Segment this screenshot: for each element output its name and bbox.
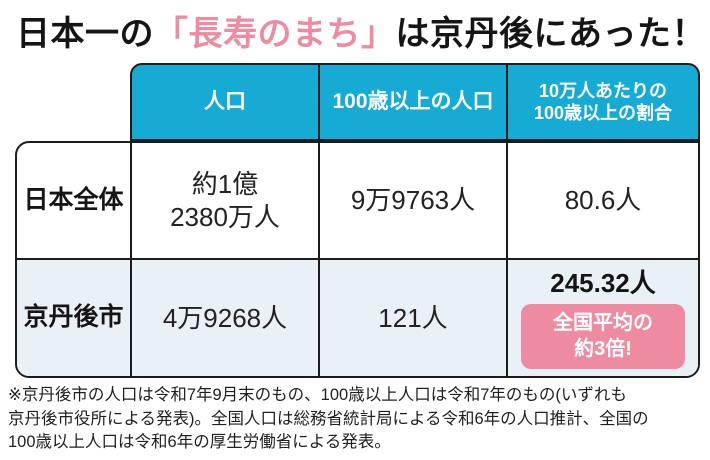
column-header-centenarians-label: 100歳以上の人口 — [332, 89, 494, 113]
column-header-centenarians: 100歳以上の人口 — [318, 65, 506, 139]
row-japan-population-cell: 約1億 2380万人 — [130, 143, 318, 258]
title-highlight: 「長寿のまち」 — [154, 15, 396, 53]
kyotango-ratio-value: 245.32人 — [550, 267, 656, 298]
kyotango-centenarians-value: 121人 — [378, 302, 448, 333]
footnote-line-1: ※京丹後市の人口は令和7年9月末のもの、100歳以上人口は令和7年のもの(いずれ… — [8, 386, 627, 404]
column-header-ratio-line2: 100歳以上の割合 — [533, 103, 673, 123]
footnote-line-2: 京丹後市役所による発表)。全国人口は総務省統計局による令和6年の人口推計、全国の — [8, 409, 649, 428]
table-header-row: 人口 100歳以上の人口 10万人あたりの 100歳以上の割合 — [130, 63, 700, 141]
row-kyotango-label: 京丹後市 — [23, 303, 124, 332]
row-kyotango-centenarians-cell: 121人 — [318, 258, 506, 376]
badge-line2: 約3倍! — [574, 338, 632, 361]
japan-ratio-value: 80.6人 — [564, 185, 642, 216]
title-prefix: 日本一の — [16, 15, 154, 53]
row-japan-centenarians-cell: 9万9763人 — [318, 143, 506, 258]
badge-line1: 全国平均の — [553, 312, 653, 335]
title-suffix: は京丹後にあった！ — [395, 15, 706, 53]
row-japan-ratio-cell: 80.6人 — [506, 143, 698, 258]
kyotango-population-value: 4万9268人 — [162, 302, 288, 333]
column-header-ratio: 10万人あたりの 100歳以上の割合 — [506, 65, 698, 139]
column-header-ratio-line1: 10万人あたりの — [538, 80, 668, 101]
japan-population-line1: 約1億 — [191, 169, 259, 199]
column-header-population-label: 人口 — [204, 89, 246, 113]
row-kyotango-ratio-cell: 245.32人 全国平均の 約3倍! — [506, 258, 698, 376]
row-japan-label-cell: 日本全体 — [17, 143, 130, 258]
footnote: ※京丹後市の人口は令和7年9月末のもの、100歳以上人口は令和7年のもの(いずれ… — [8, 384, 708, 455]
footnote-line-3: 100歳以上人口は令和6年の厚生労働省による発表。 — [8, 433, 391, 451]
row-kyotango-label-cell: 京丹後市 — [17, 258, 130, 376]
table-body: 日本全体 約1億 2380万人 9万9763人 80.6人 京丹後市 4万926… — [15, 141, 700, 378]
japan-population-line2: 2380万人 — [170, 201, 280, 232]
national-average-badge: 全国平均の 約3倍! — [521, 304, 685, 370]
page-title: 日本一の「長寿のまち」は京丹後にあった！ — [16, 6, 706, 55]
column-header-population: 人口 — [132, 65, 318, 139]
row-japan-label: 日本全体 — [23, 185, 124, 214]
japan-centenarians-value: 9万9763人 — [350, 185, 476, 216]
row-kyotango-population-cell: 4万9268人 — [130, 258, 318, 376]
